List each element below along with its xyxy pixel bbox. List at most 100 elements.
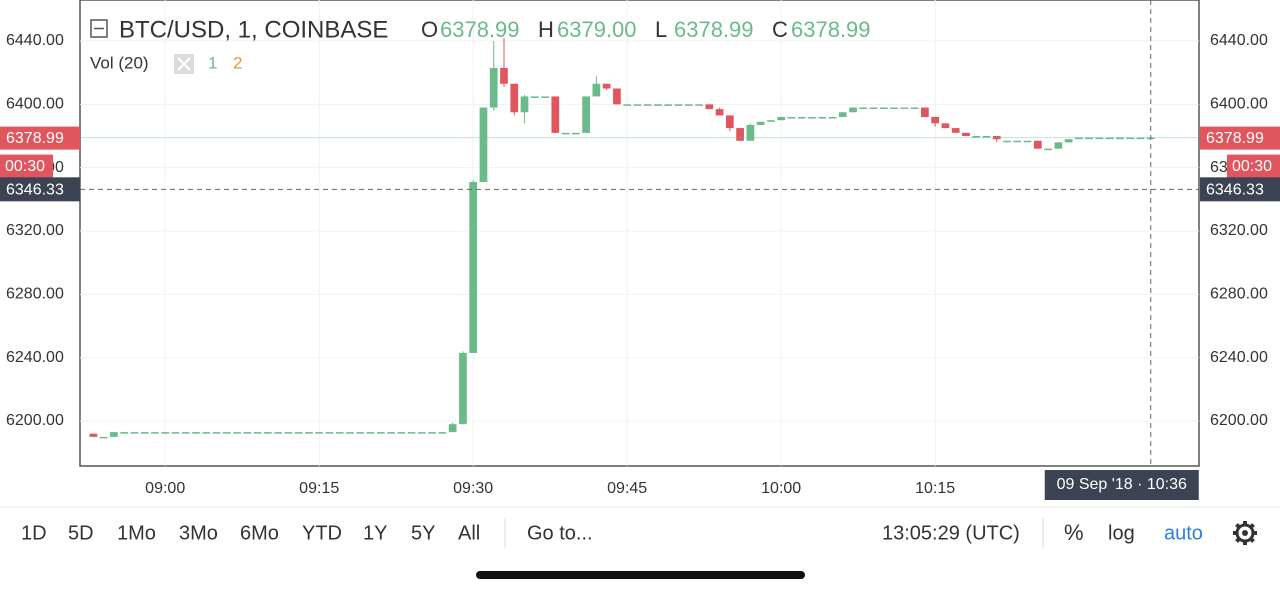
candle-body	[674, 104, 683, 106]
collapse-icon[interactable]	[90, 19, 108, 38]
candle-body	[346, 432, 354, 434]
candle-body	[253, 432, 262, 434]
candle-body	[1075, 137, 1083, 140]
countdown-label: 00:30	[5, 158, 45, 175]
candle-body	[192, 432, 200, 434]
candle-body	[130, 432, 139, 434]
candle-body	[695, 104, 703, 106]
candle-body	[325, 432, 334, 434]
candle-body	[428, 432, 436, 434]
candle-body	[233, 432, 241, 434]
candle-body	[818, 117, 827, 119]
candle-body	[264, 432, 272, 434]
ohlc-value: 6378.99	[674, 17, 754, 42]
range-button[interactable]: All	[458, 522, 480, 544]
candle-body	[407, 432, 416, 434]
goto-button[interactable]: Go to...	[527, 522, 593, 544]
candle-body	[335, 432, 344, 434]
candle-body	[1013, 140, 1022, 143]
candle-body	[99, 436, 108, 439]
candle-body	[736, 128, 744, 141]
settings-icon[interactable]	[1233, 521, 1257, 545]
x-tick-label: 09:30	[453, 480, 493, 497]
candle-body	[808, 117, 816, 119]
candle-body	[315, 432, 324, 434]
range-button[interactable]: YTD	[302, 522, 342, 544]
candle-body	[633, 104, 642, 106]
candle-body	[725, 115, 734, 129]
candle-body	[1044, 148, 1052, 151]
candle-body	[212, 432, 221, 434]
log-button[interactable]: log	[1108, 522, 1135, 544]
candle-body	[459, 352, 467, 425]
candle-body	[715, 109, 724, 116]
candle-body	[222, 432, 231, 434]
ohlc-value: 6378.99	[440, 17, 520, 42]
y-tick-label-right: 6440.00	[1210, 32, 1268, 49]
range-button[interactable]: 1Y	[363, 522, 387, 544]
candle-body	[489, 67, 498, 108]
candle-body	[305, 432, 313, 434]
candle-body	[664, 104, 673, 106]
candle-body	[643, 104, 652, 106]
overlay	[80, 0, 1199, 466]
candle-body	[1126, 137, 1135, 140]
candle-body	[561, 132, 570, 135]
ohlc-key: C	[772, 17, 788, 42]
candle-body	[520, 96, 529, 113]
y-tick-label-right: 6280.00	[1210, 286, 1268, 303]
range-button[interactable]: 5D	[68, 522, 94, 544]
ohlc-key: H	[538, 17, 554, 42]
x-tick-label: 10:00	[761, 480, 801, 497]
y-tick-label: 6440.00	[6, 32, 64, 49]
candle-body	[859, 107, 868, 110]
candle-body	[582, 96, 590, 133]
range-button[interactable]: 5Y	[411, 522, 435, 544]
x-tick-label: 09:00	[145, 480, 185, 497]
crosshair-price-tag	[0, 177, 80, 202]
candle-body	[602, 83, 611, 89]
ohlc-legend: O 6378.99 H 6379.00 L 6378.99 C 6378.99	[421, 17, 871, 42]
y-tick-label-right: 6240.00	[1210, 349, 1268, 366]
crosshair-time-label: 09 Sep '18 · 10:36	[1057, 476, 1187, 493]
candle-body	[572, 132, 580, 135]
volume-hide-cross	[177, 57, 191, 71]
y-tick-label: 6240.00	[6, 349, 64, 366]
candle-body	[777, 117, 786, 121]
candle-body	[941, 123, 950, 129]
countdown-label: 00:30	[1232, 158, 1272, 175]
range-button[interactable]: 3Mo	[179, 522, 218, 544]
candle-body	[613, 88, 621, 105]
candle-body	[1023, 140, 1032, 143]
candle-body	[890, 107, 898, 110]
toolbar: 1D 5D 1Mo 3Mo 6Mo YTD 1Y 5Y All Go to... 13:05:29 …	[21, 520, 1203, 545]
last-price-label: 6378.99	[1206, 130, 1264, 147]
crosshair-time-tag	[1044, 470, 1199, 500]
auto-button[interactable]: auto	[1164, 522, 1203, 544]
candle-body	[921, 107, 929, 118]
candle-body	[1054, 142, 1063, 149]
candle-body	[110, 432, 118, 437]
candle-body	[181, 432, 190, 434]
percent-button[interactable]: %	[1064, 520, 1084, 545]
candle-body	[705, 104, 714, 110]
volume-item: 1	[208, 53, 217, 72]
range-button[interactable]: 1D	[21, 522, 47, 544]
candle-body	[366, 432, 375, 434]
candle-body	[89, 433, 98, 437]
candle-body	[654, 104, 662, 106]
candle-body	[284, 432, 293, 434]
candle-body	[767, 120, 775, 122]
candle-body	[1105, 137, 1114, 140]
candle-body	[972, 136, 981, 138]
range-button[interactable]: 1Mo	[117, 522, 156, 544]
candle-body	[982, 136, 991, 138]
clock: 13:05:29 (UTC)	[882, 522, 1020, 544]
y-tick-label: 6320.00	[6, 222, 64, 239]
candle-body	[931, 117, 940, 124]
range-button[interactable]: 6Mo	[240, 522, 279, 544]
candle-body	[1033, 140, 1042, 149]
crosshair-price-label: 6346.33	[6, 182, 64, 199]
candle-body	[879, 107, 888, 110]
